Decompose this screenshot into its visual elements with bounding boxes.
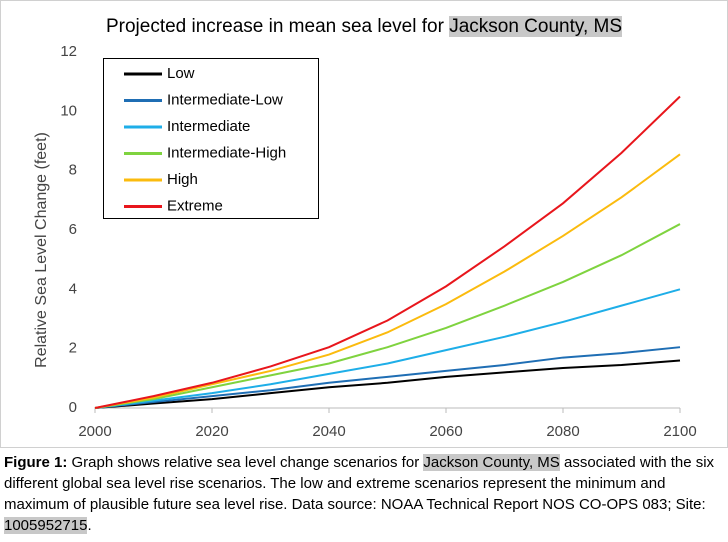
y-tick-label: 8 (69, 162, 77, 179)
caption-label: Figure 1: (4, 454, 68, 471)
legend-label: Intermediate-High (167, 144, 286, 161)
y-axis-title: Relative Sea Level Change (feet) (33, 132, 50, 368)
legend-label: Intermediate-Low (167, 91, 283, 108)
caption-highlight: 1005952715 (4, 517, 88, 534)
caption-text: associated with the six different global… (4, 454, 715, 513)
chart-title: Projected increase in mean sea level for… (0, 16, 728, 38)
x-tick-label: 2060 (429, 423, 462, 440)
series-line (94, 223, 681, 409)
legend-label: Low (167, 65, 195, 82)
y-tick-label: 12 (60, 43, 77, 60)
legend-label: Intermediate (167, 118, 250, 135)
x-tick-label: 2040 (312, 423, 345, 440)
y-tick-label: 10 (60, 102, 77, 119)
x-tick-label: 2020 (195, 423, 228, 440)
x-tick-label: 2100 (663, 423, 696, 440)
x-tick-label: 2080 (546, 423, 579, 440)
y-tick-label: 6 (69, 221, 77, 238)
series-line (94, 359, 681, 409)
chart: Relative Sea Level Change (feet) 0 2 4 6 8 10… (0, 0, 728, 448)
title-highlight: Jackson County, MS (449, 16, 623, 37)
series-line (94, 288, 681, 409)
caption-highlight: Jackson County, MS (423, 454, 560, 471)
series-line (94, 346, 681, 409)
y-tick-label: 2 (69, 340, 77, 357)
legend-box (103, 58, 319, 219)
caption-text: Graph shows relative sea level change sc… (67, 454, 424, 471)
y-tick-label: 0 (69, 399, 77, 416)
x-tick-label: 2000 (78, 423, 111, 440)
legend-label: Extreme (167, 197, 223, 214)
legend-label: High (167, 171, 198, 188)
caption-text: . (87, 517, 92, 534)
caption: Figure 1: Graph shows relative sea level… (4, 452, 724, 536)
title-text: Projected increase in mean sea level for (105, 16, 450, 37)
series-line (94, 95, 681, 409)
y-tick-label: 4 (69, 280, 77, 297)
series-line (94, 153, 681, 409)
